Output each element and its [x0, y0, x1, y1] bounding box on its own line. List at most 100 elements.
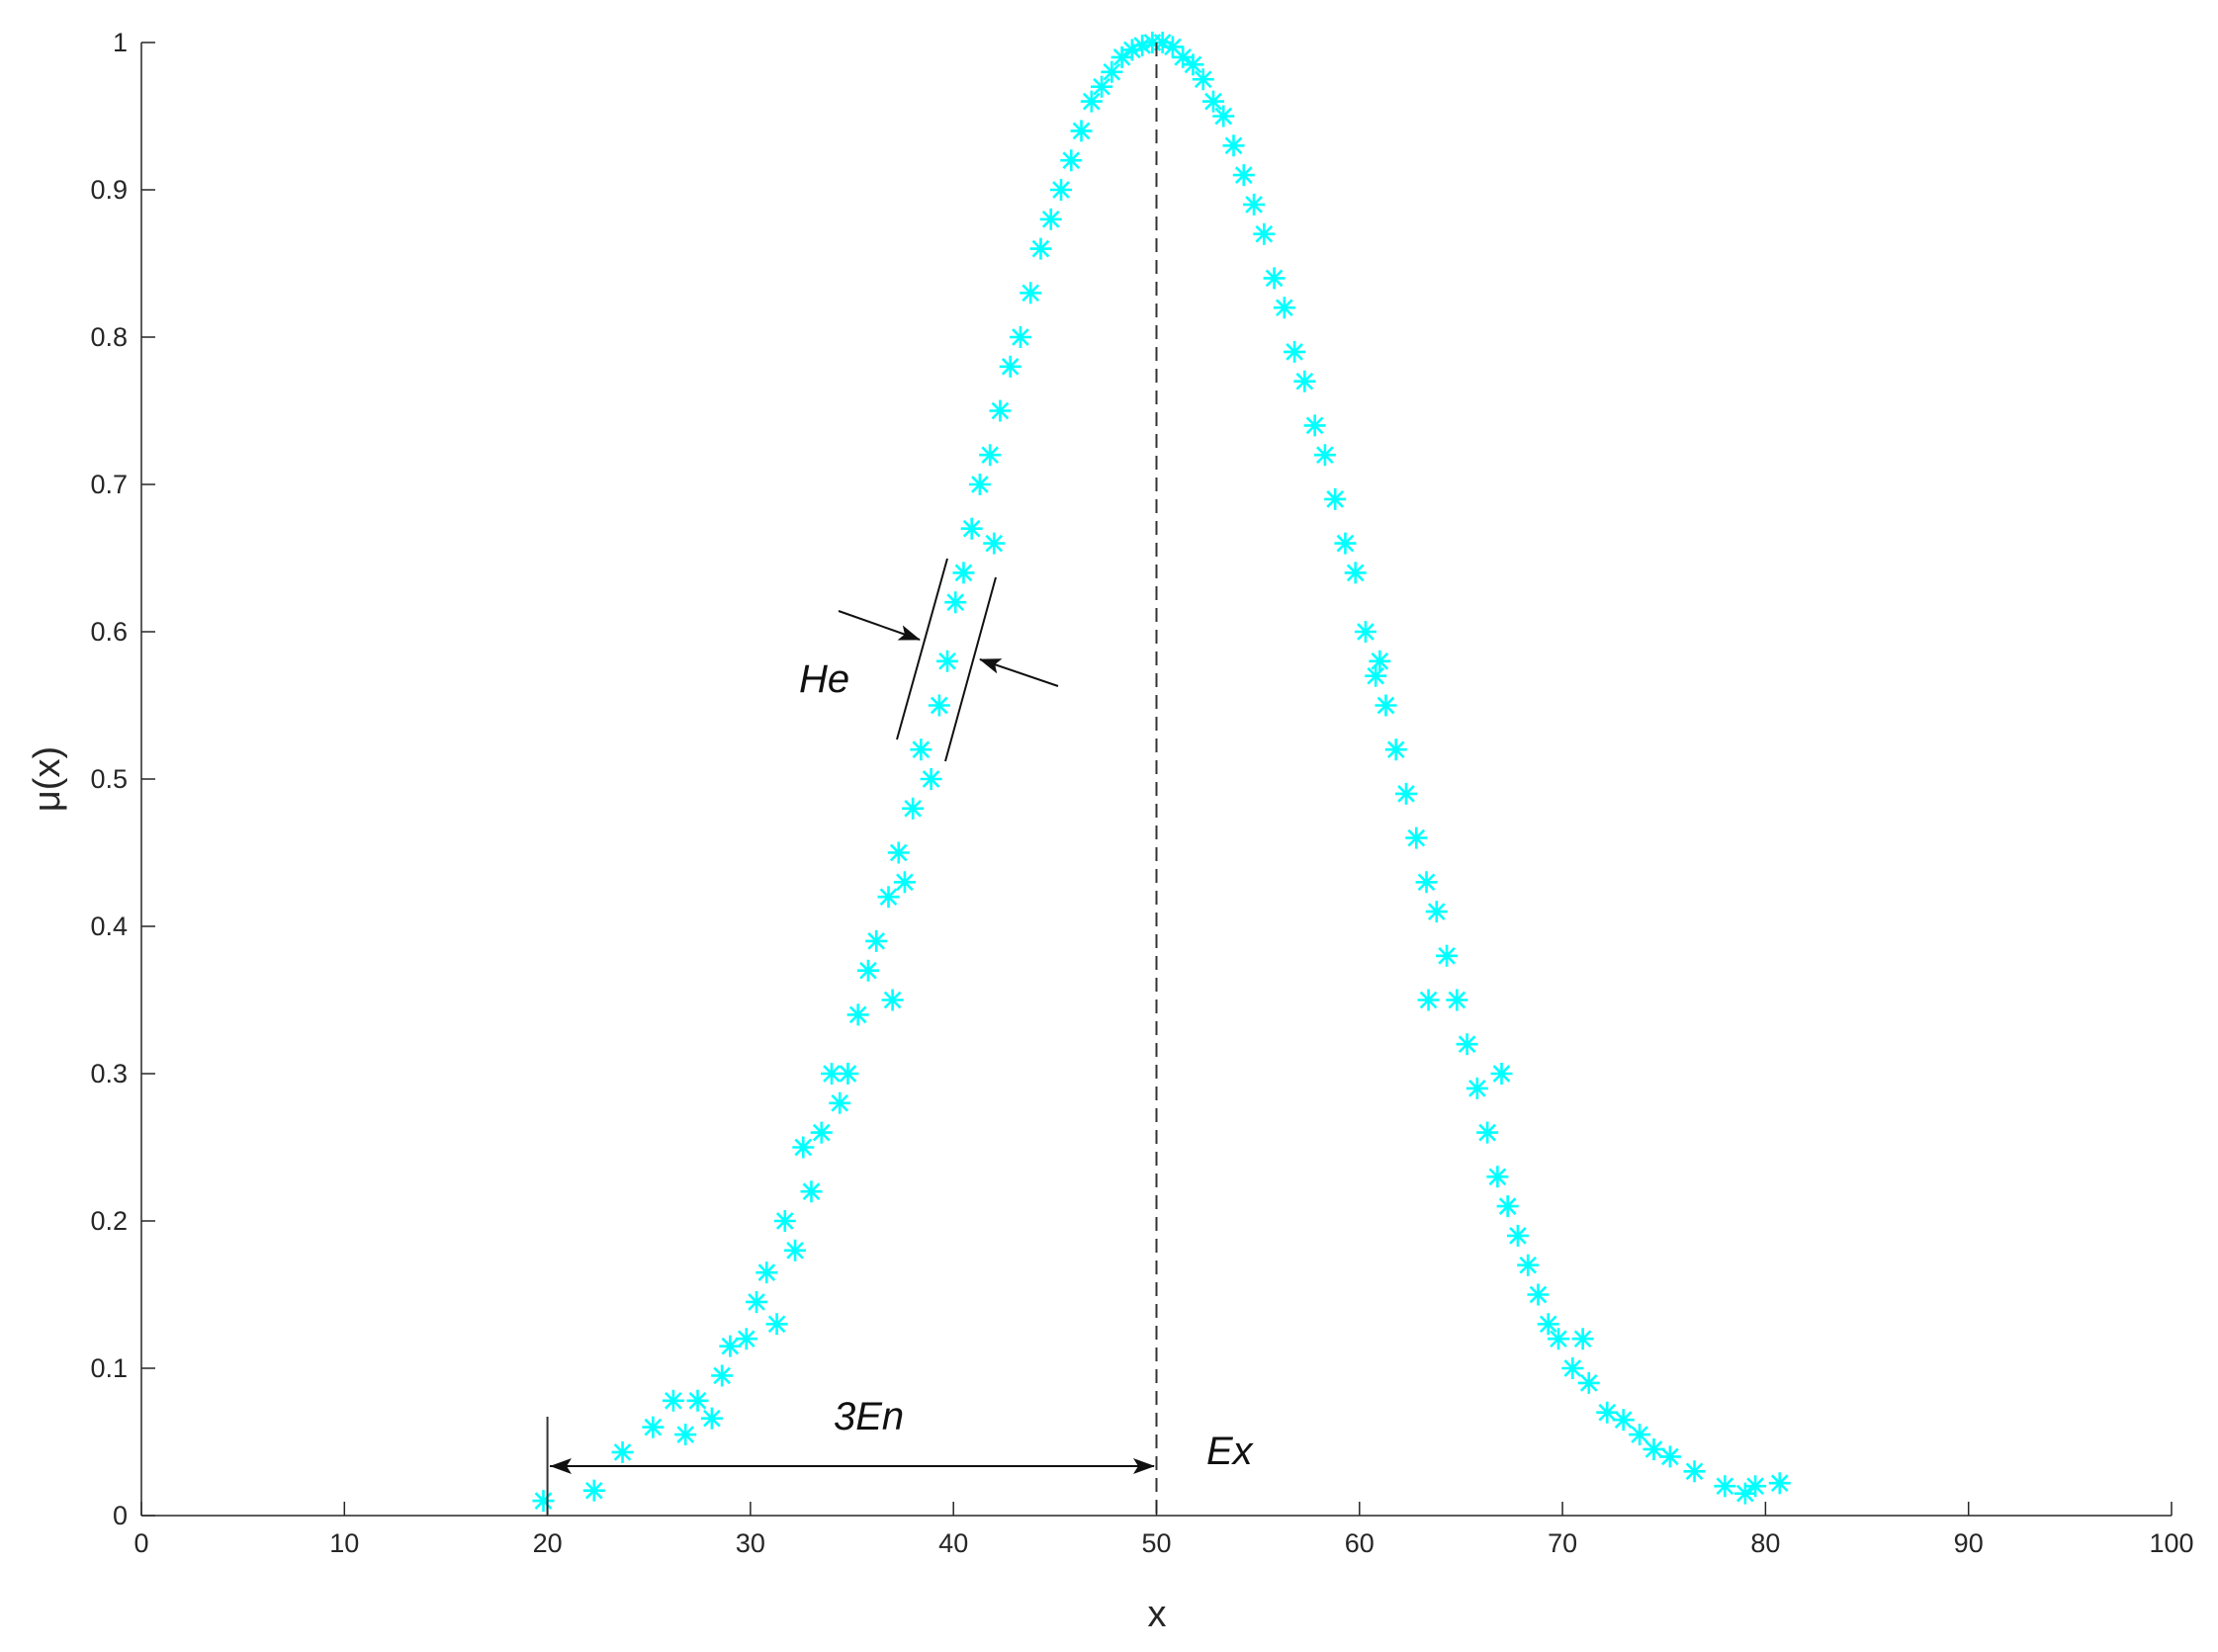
- point: [1486, 1166, 1509, 1188]
- point: [1537, 1313, 1559, 1336]
- point: [1182, 53, 1204, 76]
- x-tick-label: 20: [533, 1528, 563, 1558]
- y-tick-label: 0.5: [90, 764, 128, 794]
- point: [582, 1479, 605, 1502]
- point: [800, 1180, 823, 1203]
- point: [1029, 237, 1052, 260]
- point: [1612, 1409, 1635, 1432]
- point: [877, 886, 900, 909]
- point: [662, 1389, 684, 1412]
- point: [1744, 1475, 1767, 1498]
- point: [1222, 134, 1245, 157]
- x-tick-label: 30: [736, 1528, 765, 1558]
- point: [979, 444, 1002, 467]
- point: [920, 768, 942, 790]
- point: [1120, 39, 1143, 61]
- he-arrow: [979, 658, 1059, 687]
- point: [1596, 1401, 1619, 1424]
- point: [1506, 1224, 1529, 1247]
- y-tick-label: 0: [113, 1501, 128, 1530]
- y-axis-label: μ(x): [27, 746, 68, 812]
- point: [1547, 1328, 1569, 1350]
- x-tick-label: 60: [1345, 1528, 1375, 1558]
- y-tick-label: 1: [113, 28, 128, 57]
- point: [1313, 444, 1336, 467]
- point: [1263, 267, 1286, 290]
- point: [735, 1328, 757, 1350]
- y-tick-label: 0.7: [90, 470, 128, 499]
- point: [1365, 664, 1387, 687]
- point: [1172, 45, 1195, 68]
- point: [1151, 32, 1174, 53]
- point: [1527, 1283, 1550, 1306]
- point: [792, 1136, 815, 1159]
- point: [999, 355, 1021, 378]
- point: [960, 517, 983, 540]
- point: [846, 1003, 869, 1026]
- x-tick-label: 10: [329, 1528, 359, 1558]
- point: [1131, 34, 1154, 56]
- point: [1091, 75, 1113, 98]
- point: [1496, 1195, 1519, 1218]
- point: [1253, 222, 1276, 245]
- y-tick-label: 0.3: [90, 1059, 128, 1088]
- point: [711, 1364, 734, 1387]
- point: [1561, 1357, 1584, 1379]
- point: [1344, 562, 1367, 584]
- he-line: [944, 576, 997, 762]
- point: [952, 562, 975, 584]
- point: [674, 1424, 697, 1446]
- point: [1384, 739, 1407, 761]
- point: [1020, 282, 1042, 304]
- point: [1446, 989, 1468, 1011]
- point: [1658, 1445, 1681, 1468]
- en-arrow-head: [550, 1458, 572, 1474]
- point: [1395, 782, 1418, 805]
- y-tick-label: 0.9: [90, 175, 128, 205]
- point: [1039, 208, 1062, 230]
- point: [700, 1407, 723, 1430]
- annotation: 3En: [834, 1395, 904, 1438]
- point: [1354, 621, 1376, 643]
- point: [1768, 1472, 1791, 1495]
- point: [1417, 989, 1440, 1011]
- point: [755, 1261, 778, 1284]
- y-tick-label: 0.4: [90, 912, 128, 941]
- x-tick-label: 0: [133, 1528, 148, 1558]
- point: [928, 694, 950, 717]
- point: [1642, 1437, 1665, 1460]
- marks: [532, 32, 1791, 1513]
- point: [968, 474, 991, 495]
- point: [1375, 694, 1397, 717]
- y-tick-label: 0.8: [90, 322, 128, 352]
- point: [1733, 1482, 1756, 1505]
- point: [1070, 120, 1093, 142]
- point: [784, 1239, 807, 1261]
- point: [1425, 901, 1448, 923]
- point: [902, 797, 925, 820]
- point: [746, 1290, 768, 1313]
- point: [865, 929, 888, 952]
- point: [686, 1389, 709, 1412]
- x-tick-label: 40: [938, 1528, 968, 1558]
- point: [881, 989, 904, 1011]
- point: [719, 1335, 742, 1357]
- x-tick-label: 70: [1548, 1528, 1577, 1558]
- point: [1161, 36, 1184, 58]
- point: [1405, 826, 1428, 849]
- point: [893, 871, 916, 894]
- point: [1369, 650, 1391, 672]
- point: [1273, 297, 1295, 319]
- point: [1476, 1121, 1499, 1144]
- point: [1714, 1475, 1736, 1498]
- point: [1436, 944, 1459, 967]
- point: [837, 1063, 859, 1085]
- he-line: [896, 558, 948, 740]
- x-tick-label: 100: [2149, 1528, 2193, 1558]
- point: [1080, 90, 1103, 113]
- point: [532, 1490, 555, 1513]
- point: [821, 1063, 843, 1085]
- point: [829, 1091, 851, 1114]
